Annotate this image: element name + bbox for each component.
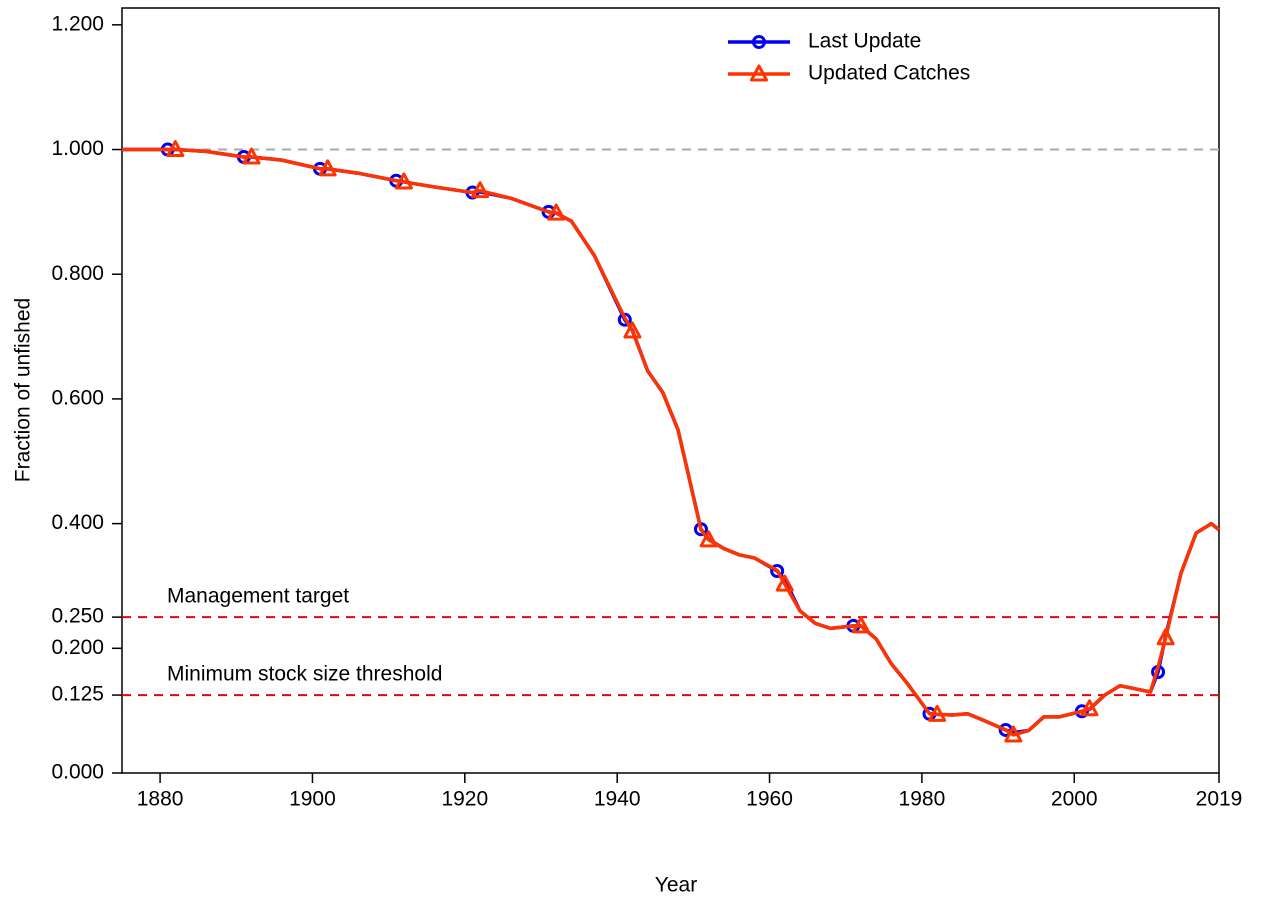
marker xyxy=(1004,725,1023,743)
plot-frame xyxy=(121,7,1220,774)
legend-marker xyxy=(750,64,768,82)
x-tick-label: 1980 xyxy=(899,788,946,811)
y-tick-label: 0.250 xyxy=(51,605,104,628)
reference-label: Minimum stock size threshold xyxy=(167,663,442,686)
marker xyxy=(699,530,718,548)
x-tick-label: 1900 xyxy=(289,788,336,811)
marker xyxy=(851,616,870,634)
marker xyxy=(1156,628,1175,646)
x-tick-label: 2000 xyxy=(1051,788,1098,811)
x-tick-label: 1960 xyxy=(746,788,793,811)
marker xyxy=(770,563,785,578)
x-tick-label: 1920 xyxy=(441,788,488,811)
y-tick-label: 0.600 xyxy=(51,386,104,409)
marker xyxy=(1080,699,1099,717)
y-tick-label: 0.400 xyxy=(51,511,104,534)
series-line xyxy=(122,147,1221,735)
reference-label: Management target xyxy=(167,585,349,608)
x-tick-label: 1880 xyxy=(137,788,184,811)
marker xyxy=(318,159,337,177)
y-tick-label: 1.000 xyxy=(51,137,104,160)
legend-label: Updated Catches xyxy=(808,62,970,85)
marker xyxy=(775,574,794,592)
legend-label: Last Update xyxy=(808,30,921,53)
marker xyxy=(166,140,185,158)
x-tick-label: 2019 xyxy=(1196,788,1243,811)
y-tick-label: 0.800 xyxy=(51,262,104,285)
series-line xyxy=(122,147,1221,737)
y-tick-label: 1.200 xyxy=(51,12,104,35)
marker xyxy=(928,704,947,722)
x-axis-label: Year xyxy=(655,874,697,897)
marker xyxy=(471,181,490,199)
marker xyxy=(242,147,261,165)
y-tick-label: 0.200 xyxy=(51,636,104,659)
marker xyxy=(623,321,642,339)
y-tick-label: 0.000 xyxy=(51,761,104,784)
y-tick-label: 0.125 xyxy=(51,683,104,706)
x-tick-label: 1940 xyxy=(594,788,641,811)
marker xyxy=(394,172,413,190)
marker xyxy=(547,203,566,221)
legend-marker xyxy=(752,35,766,49)
y-axis-label: Fraction of unfished xyxy=(12,298,35,482)
